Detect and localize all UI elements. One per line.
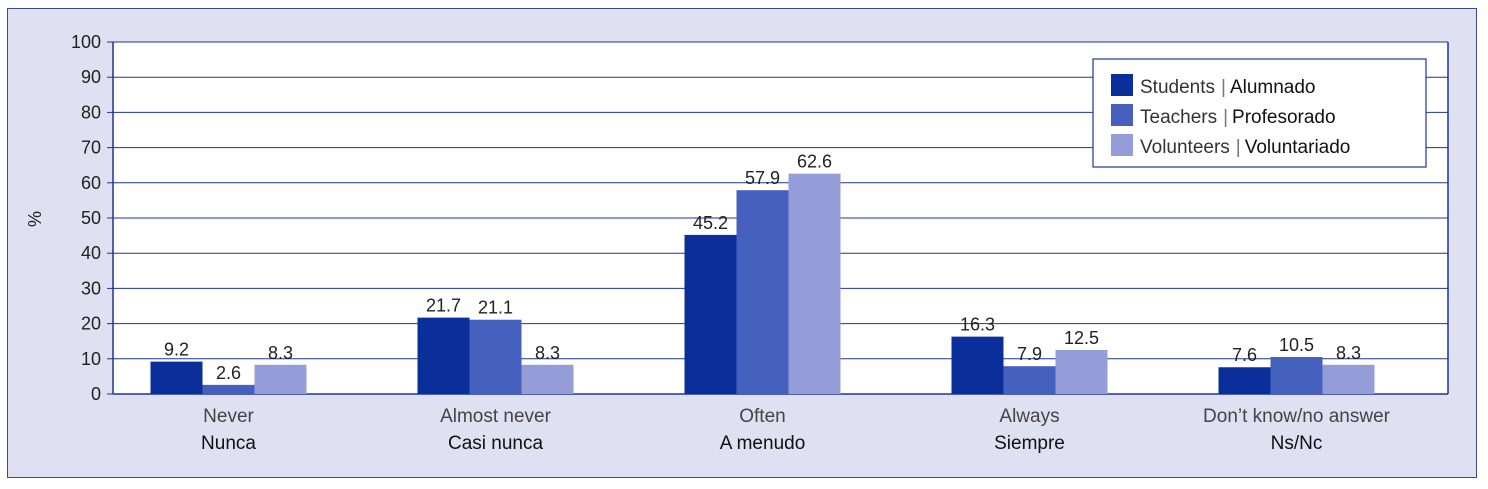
y-tick-labels: 0 10 20 30 40 50 60 70 80 90 100 — [71, 32, 101, 404]
bar-chart: 0 10 20 30 40 50 60 70 80 90 100 % 9.2 2.6 8.3 21.7 21… — [25, 32, 1449, 454]
y-tick-label: 90 — [81, 67, 101, 87]
data-label: 16.3 — [960, 315, 995, 335]
y-axis-title: % — [25, 211, 45, 227]
bar — [1322, 364, 1375, 394]
y-tick-label: 50 — [81, 208, 101, 228]
data-label: 7.9 — [1017, 344, 1042, 364]
legend-entry: Students | Alumnado — [1140, 77, 1316, 98]
legend-name-en: Teachers — [1140, 107, 1217, 128]
bar — [417, 317, 470, 394]
y-tick-label: 70 — [81, 138, 101, 158]
chart-frame: 0 10 20 30 40 50 60 70 80 90 100 % 9.2 2.6 8.3 21.7 21… — [7, 8, 1477, 478]
legend-swatch — [1111, 134, 1133, 156]
bar — [684, 234, 737, 394]
data-label: 10.5 — [1279, 335, 1314, 355]
bar — [1218, 367, 1271, 394]
legend-separator: | — [1236, 137, 1241, 158]
legend-name-es: Voluntariado — [1245, 137, 1351, 158]
data-label: 8.3 — [535, 343, 560, 363]
x-tick-label-en: Never — [203, 406, 254, 427]
x-tick-label-es: Casi nunca — [448, 433, 543, 454]
x-tick-label-en: Often — [739, 406, 785, 427]
y-tick-label: 100 — [71, 32, 101, 52]
legend-name-es: Profesorado — [1232, 107, 1336, 128]
data-label: 8.3 — [1336, 343, 1361, 363]
x-tick-label-en: Don’t know/no answer — [1203, 406, 1391, 427]
data-label: 2.6 — [216, 363, 241, 383]
x-tick-label-en: Almost never — [440, 406, 552, 427]
bar — [736, 190, 789, 394]
bar — [951, 336, 1004, 394]
x-tick-label-en: Always — [999, 406, 1059, 427]
data-labels: 9.2 2.6 8.3 21.7 21.1 8.3 45.2 57.9 62.6 16.3 7.9 1… — [164, 152, 1361, 383]
data-label: 21.7 — [426, 296, 461, 316]
y-tick-label: 60 — [81, 173, 101, 193]
y-tick-label: 80 — [81, 102, 101, 122]
legend-entry: Volunteers | Voluntariado — [1140, 137, 1350, 158]
data-label: 7.6 — [1232, 345, 1257, 365]
legend-separator: | — [1221, 77, 1226, 98]
data-label: 57.9 — [745, 168, 780, 188]
data-label: 45.2 — [693, 213, 728, 233]
legend-name-en: Volunteers — [1140, 137, 1230, 158]
legend-entry: Teachers | Profesorado — [1140, 107, 1336, 128]
category-labels: Never Nunca Almost never Casi nunca Often A m… — [201, 406, 1391, 454]
y-tick-label: 20 — [81, 314, 101, 334]
data-label: 12.5 — [1064, 328, 1099, 348]
data-label: 21.1 — [478, 298, 513, 318]
y-tick-label: 10 — [81, 349, 101, 369]
legend-swatch — [1111, 74, 1133, 96]
x-tick-label-es: Ns/Nc — [1271, 433, 1323, 454]
bar — [1003, 366, 1056, 394]
data-label: 8.3 — [268, 343, 293, 363]
x-tick-label-es: Nunca — [201, 433, 256, 454]
x-tick-label-es: A menudo — [720, 433, 806, 454]
legend-name-es: Alumnado — [1230, 77, 1316, 98]
y-tick-label: 30 — [81, 278, 101, 298]
y-tick-label: 0 — [91, 384, 101, 404]
legend-box — [1092, 58, 1427, 168]
data-label: 62.6 — [797, 152, 832, 172]
bar — [150, 361, 203, 394]
legend-swatch — [1111, 104, 1133, 126]
x-tick-label-es: Siempre — [994, 433, 1065, 454]
legend-name-en: Students — [1140, 77, 1215, 98]
bar — [1270, 357, 1323, 394]
bar — [1055, 350, 1108, 394]
bars — [150, 173, 1375, 394]
bar — [521, 364, 574, 394]
bar — [469, 319, 522, 394]
legend-separator: | — [1223, 107, 1228, 128]
bar — [788, 173, 841, 394]
bar — [254, 364, 307, 394]
y-tick-label: 40 — [81, 243, 101, 263]
bar — [202, 384, 255, 394]
data-label: 9.2 — [164, 340, 189, 360]
